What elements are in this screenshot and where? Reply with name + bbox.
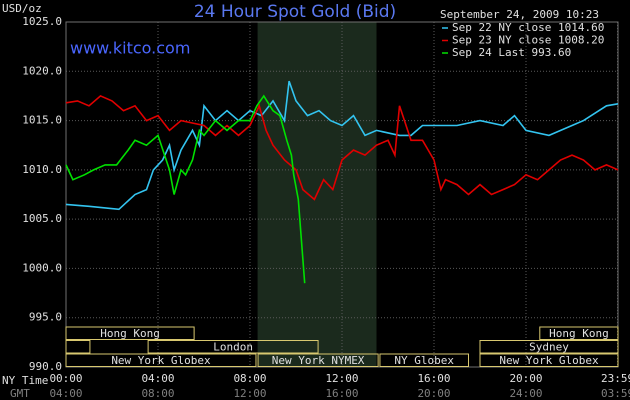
x-tick-label: 12:00 — [325, 372, 358, 385]
chart-date: September 24, 2009 10:23 — [440, 8, 599, 21]
x2-tick-label: 12:00 — [233, 387, 266, 400]
legend-label: Sep 23 NY close 1008.20 — [452, 34, 604, 47]
session-box — [479, 353, 619, 367]
session-box — [379, 353, 470, 367]
x2-tick-label: 03:59 — [601, 387, 630, 400]
legend-label: Sep 22 NY close 1014.60 — [452, 21, 604, 34]
y-tick-label: 990.0 — [29, 360, 62, 373]
x-tick-label: 00:00 — [49, 372, 82, 385]
session-box — [65, 326, 195, 340]
session-label: New York Globex — [499, 354, 599, 367]
y-tick-label: 1005.0 — [22, 212, 62, 225]
x2-axis-label: GMT — [10, 387, 30, 400]
session-label: Sydney — [529, 341, 569, 354]
x2-tick-label: 08:00 — [141, 387, 174, 400]
session-label: London — [213, 341, 253, 354]
session-box — [479, 340, 619, 354]
session-box — [65, 340, 91, 354]
y-tick-label: 1015.0 — [22, 114, 62, 127]
y-axis-label: USD/oz — [2, 2, 42, 15]
y-tick-label: 995.0 — [29, 311, 62, 324]
session-box — [65, 353, 257, 367]
legend-label: Sep 24 Last 993.60 — [452, 46, 571, 59]
session-label: NY Globex — [394, 354, 454, 367]
session-box — [539, 326, 619, 340]
session-label: New York NYMEX — [272, 354, 365, 367]
x2-tick-label: 16:00 — [325, 387, 358, 400]
x2-tick-label: 04:00 — [49, 387, 82, 400]
session-label: New York Globex — [111, 354, 211, 367]
session-label: Hong Kong — [549, 327, 609, 340]
x-axis-label: NY Time — [2, 374, 48, 387]
y-tick-label: 1025.0 — [22, 15, 62, 28]
session-box — [147, 340, 319, 354]
x-tick-label: 20:00 — [509, 372, 542, 385]
x2-tick-label: 24:00 — [509, 387, 542, 400]
session-box — [257, 353, 379, 367]
x-tick-label: 04:00 — [141, 372, 174, 385]
y-tick-label: 1020.0 — [22, 64, 62, 77]
x-tick-label: 23:59 — [601, 372, 630, 385]
series-line — [65, 94, 306, 284]
y-tick-label: 1000.0 — [22, 261, 62, 274]
x2-tick-label: 20:00 — [417, 387, 450, 400]
chart-title: 24 Hour Spot Gold (Bid) — [194, 2, 396, 22]
watermark: www.kitco.com — [70, 39, 190, 58]
x-tick-label: 16:00 — [417, 372, 450, 385]
x-tick-label: 08:00 — [233, 372, 266, 385]
series-line — [65, 80, 619, 211]
session-label: Hong Kong — [100, 327, 160, 340]
series-line — [65, 94, 619, 201]
y-tick-label: 1010.0 — [22, 163, 62, 176]
